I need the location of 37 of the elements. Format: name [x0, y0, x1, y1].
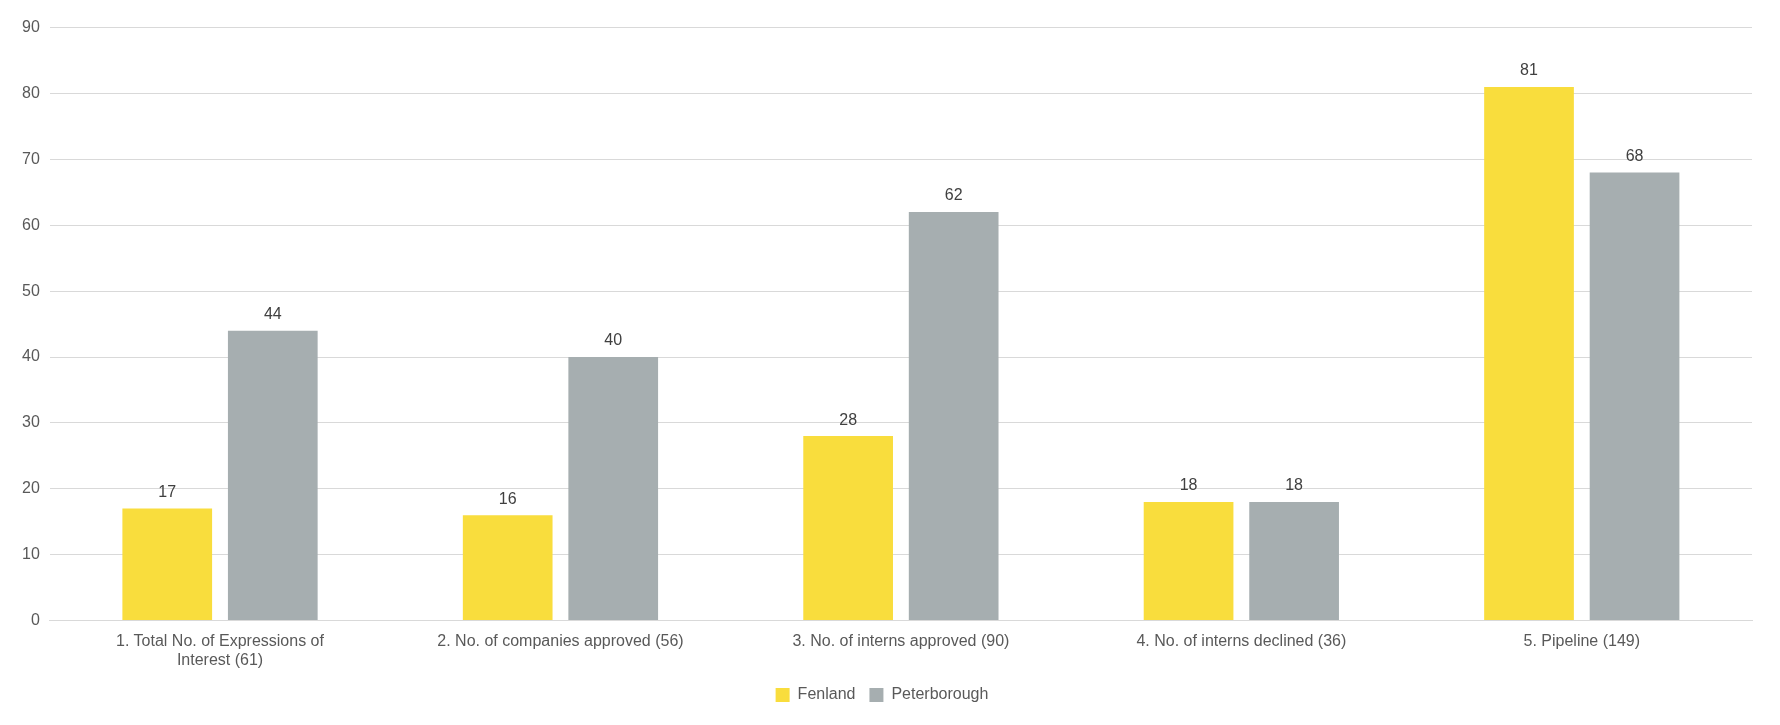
- y-tick-label: 70: [22, 149, 40, 167]
- y-tick-label: 80: [22, 83, 40, 101]
- data-label: 81: [1520, 61, 1539, 79]
- data-label: 18: [1179, 476, 1198, 494]
- y-tick-label: 60: [22, 215, 40, 233]
- data-label: 40: [604, 331, 623, 349]
- data-label: 17: [158, 483, 177, 500]
- y-tick-label: 90: [22, 18, 40, 36]
- y-tick-label: 10: [22, 545, 40, 563]
- bar: [1249, 502, 1339, 621]
- bar: [1589, 172, 1680, 621]
- y-tick-label: 20: [22, 479, 40, 497]
- bar: [227, 330, 318, 621]
- bar: [462, 515, 553, 621]
- data-label: 68: [1625, 146, 1644, 164]
- y-tick-label: 40: [22, 347, 40, 365]
- bar: [1484, 86, 1574, 621]
- y-tick-label: 50: [22, 281, 40, 299]
- bar: [803, 436, 893, 621]
- x-tick-label: 4. No. of interns declined (36): [1136, 631, 1347, 649]
- data-label: 18: [1285, 476, 1304, 494]
- x-tick-label: 2. No. of companies approved (56): [437, 631, 684, 649]
- bar: [908, 212, 999, 621]
- y-tick-label: 0: [30, 611, 40, 629]
- x-tick-label: 3. No. of interns approved (90): [792, 631, 1010, 649]
- data-label: 16: [498, 489, 517, 507]
- bar: [1143, 502, 1234, 621]
- bar: [122, 508, 213, 621]
- x-tick-label: 5. Pipeline (149): [1523, 631, 1641, 649]
- data-label: 44: [263, 305, 282, 323]
- x-tick-label: 1. Total No. of Expressions of Interest (61): [116, 631, 325, 668]
- bar: [568, 357, 659, 621]
- legend-label: Peterborough: [891, 685, 989, 703]
- y-tick-label: 30: [22, 413, 40, 431]
- legend-label: Fenland: [797, 685, 856, 703]
- data-label: 28: [839, 410, 858, 428]
- data-label: 62: [944, 186, 963, 204]
